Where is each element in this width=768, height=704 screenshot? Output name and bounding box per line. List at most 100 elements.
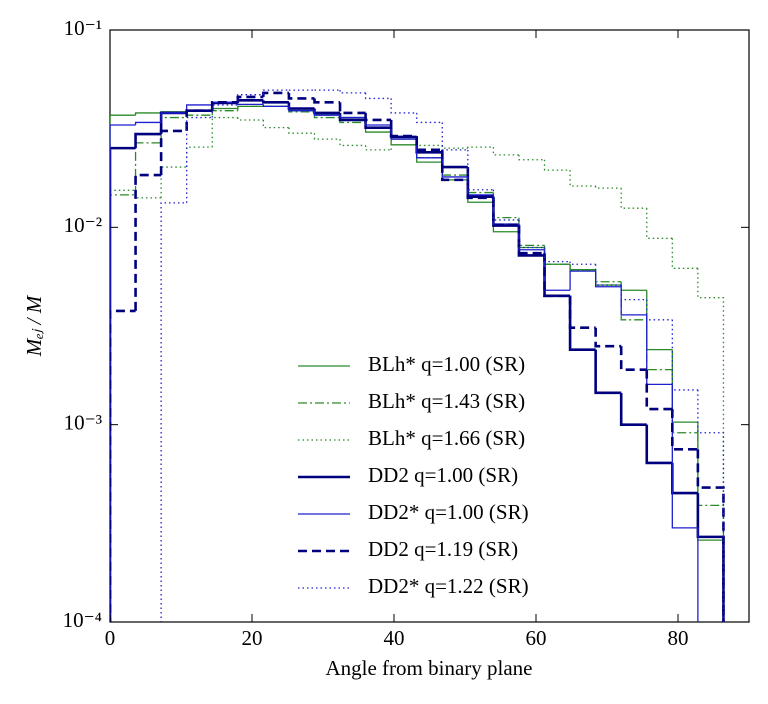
histogram-step <box>517 225 545 257</box>
histogram-step <box>134 142 162 195</box>
histogram-step <box>697 268 725 622</box>
histogram-step <box>543 247 571 263</box>
histogram-step <box>160 202 187 622</box>
histogram-step <box>697 527 699 622</box>
histogram-step <box>237 105 264 111</box>
histogram-step <box>696 449 725 622</box>
histogram-step <box>110 146 136 622</box>
y-tick-label: 10⁻⁴ <box>63 608 102 632</box>
histogram-step <box>390 125 417 140</box>
y-tick-label: 10⁻² <box>64 213 102 237</box>
histogram-step <box>646 319 673 371</box>
histogram-step <box>211 110 238 116</box>
histogram-step <box>543 245 571 265</box>
plot-frame <box>109 29 750 623</box>
histogram-step <box>467 146 494 149</box>
histogram-step <box>210 101 238 111</box>
histogram-step <box>671 462 698 495</box>
histogram-step <box>518 154 545 161</box>
histogram-step <box>543 249 571 291</box>
histogram-step <box>134 132 162 149</box>
histogram-step <box>416 139 443 159</box>
x-tick-label: 20 <box>242 626 263 650</box>
histogram-step <box>159 129 187 176</box>
histogram-step <box>440 149 468 182</box>
histogram-step <box>236 95 264 103</box>
histogram-step <box>620 188 647 209</box>
histogram-step <box>619 346 647 371</box>
histogram-step <box>440 152 468 169</box>
histogram-step <box>492 147 519 156</box>
histogram-step <box>134 173 162 311</box>
legend-label: DD2* q=1.00 (SR) <box>368 500 529 524</box>
histogram-step <box>262 91 289 97</box>
histogram-step <box>569 170 596 187</box>
histogram-step <box>518 219 545 249</box>
histogram-step <box>186 114 213 118</box>
histogram-step <box>671 238 698 269</box>
histogram-step <box>236 99 264 103</box>
histogram-step <box>646 208 673 239</box>
histogram-step <box>594 271 622 288</box>
histogram-step <box>313 110 341 116</box>
histogram-step <box>415 136 443 152</box>
histogram-step <box>568 295 596 330</box>
histogram-step <box>620 285 647 301</box>
histogram-step <box>110 189 136 622</box>
histogram-step <box>645 369 673 411</box>
y-tick-label: 10⁻¹ <box>64 16 102 40</box>
histogram-step <box>339 115 366 119</box>
histogram-step <box>416 139 443 147</box>
legend-label: DD2 q=1.00 (SR) <box>368 463 518 487</box>
histogram-step <box>262 104 289 108</box>
histogram-step <box>543 253 571 298</box>
histogram-step <box>339 139 366 147</box>
histogram-step <box>696 493 725 622</box>
plot-area <box>110 89 725 622</box>
histogram-step <box>185 109 213 131</box>
legend-label: BLh* q=1.43 (SR) <box>368 389 525 413</box>
histogram-step <box>594 269 622 286</box>
histogram-step <box>160 112 187 123</box>
legend-label: BLh* q=1.00 (SR) <box>368 352 525 376</box>
histogram-step <box>160 166 187 198</box>
histogram-step <box>671 369 698 434</box>
histogram-step <box>186 146 213 168</box>
legend-label: BLh* q=1.66 (SR) <box>368 426 525 450</box>
histogram-step <box>364 92 392 100</box>
histogram-step <box>568 295 596 351</box>
histogram-step <box>339 90 366 94</box>
histogram-step <box>671 409 698 451</box>
histogram-step <box>467 149 494 191</box>
histogram-step <box>569 270 596 291</box>
histogram-step <box>518 217 545 247</box>
histogram-step <box>543 247 571 265</box>
histogram-step <box>313 108 341 115</box>
histogram-step <box>288 127 315 134</box>
histogram-step <box>620 285 647 291</box>
legend-label: DD2* q=1.22 (SR) <box>368 574 529 598</box>
histogram-step <box>671 319 698 391</box>
histogram-step <box>287 92 315 100</box>
histogram-step <box>416 139 443 159</box>
histogram-step <box>646 299 673 321</box>
histogram-step <box>645 424 673 465</box>
x-tick-label: 40 <box>384 626 405 650</box>
histogram-step <box>619 392 647 426</box>
histogram-step <box>262 100 289 104</box>
histogram-step <box>594 349 622 395</box>
histogram-step <box>237 94 264 105</box>
histogram-step <box>569 261 596 265</box>
histogram-step <box>389 119 417 138</box>
histogram-step <box>287 102 315 110</box>
histogram-step <box>697 422 725 622</box>
histogram-step <box>313 98 341 104</box>
histogram-step <box>262 89 289 95</box>
x-tick-label: 60 <box>526 626 547 650</box>
histogram-step <box>441 145 468 149</box>
x-tick-label: 0 <box>105 626 116 650</box>
histogram-step <box>416 112 443 124</box>
histogram-step <box>620 286 647 316</box>
histogram-step <box>134 190 162 199</box>
y-tick-label: 10⁻³ <box>64 410 102 434</box>
